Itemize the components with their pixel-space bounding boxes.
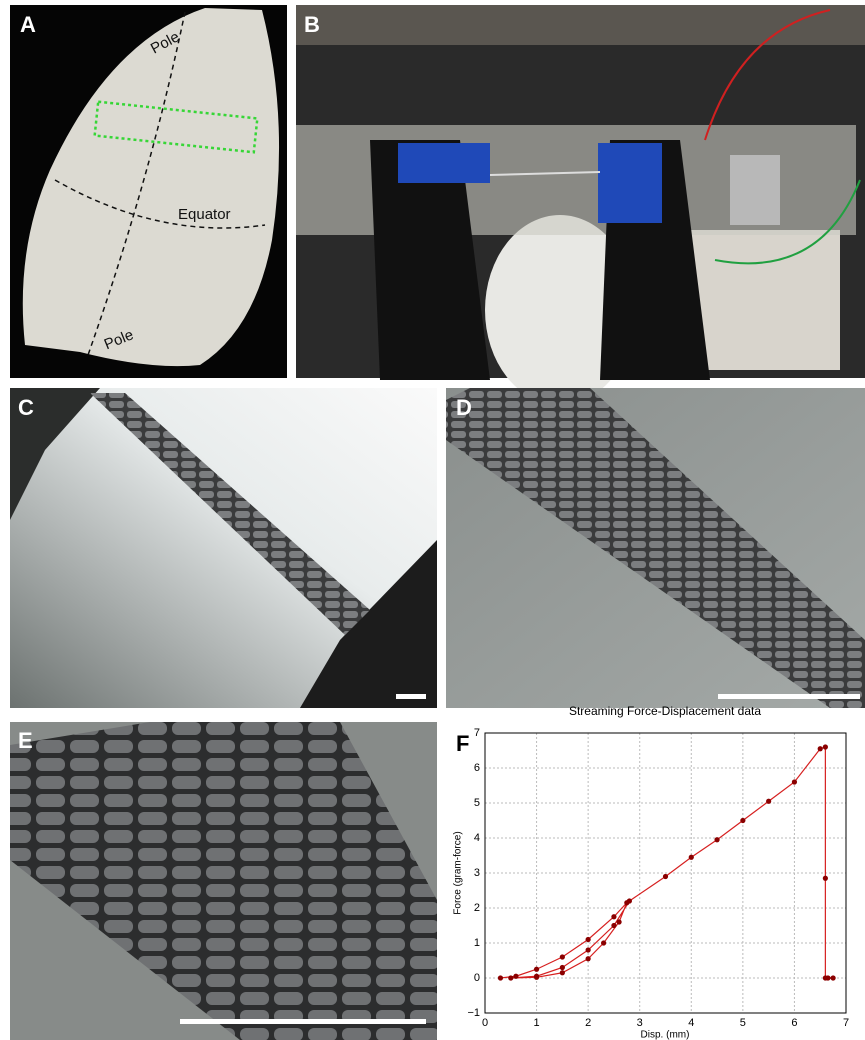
- annotation: Equator: [178, 206, 231, 223]
- y-axis-label: Force (gram-force): [453, 831, 464, 914]
- scale-bar: [396, 694, 426, 699]
- panel-f: F Streaming Force-Displacement data Disp…: [446, 704, 865, 1040]
- data-point: [823, 876, 828, 881]
- data-point: [766, 799, 771, 804]
- x-tick-label: 5: [740, 1017, 746, 1029]
- panel-label: B: [304, 12, 320, 37]
- data-point: [601, 940, 606, 945]
- holder: [598, 143, 662, 223]
- chart-background: [446, 722, 865, 1040]
- data-point: [831, 975, 836, 980]
- data-point: [792, 779, 797, 784]
- page: A Pole Equator Pole B C D: [0, 0, 865, 1040]
- data-point: [586, 947, 591, 952]
- y-tick-label: 0: [474, 972, 480, 984]
- y-tick-label: 6: [474, 762, 480, 774]
- data-point: [508, 975, 513, 980]
- data-point: [663, 874, 668, 879]
- data-point: [513, 974, 518, 979]
- y-tick-label: 5: [474, 797, 480, 809]
- data-point: [689, 855, 694, 860]
- photo-region: [296, 5, 865, 45]
- x-tick-label: 3: [637, 1017, 643, 1029]
- data-point: [627, 898, 632, 903]
- y-tick-label: 1: [474, 937, 480, 949]
- data-point: [818, 746, 823, 751]
- data-point: [560, 954, 565, 959]
- data-point: [586, 937, 591, 942]
- data-point: [534, 967, 539, 972]
- x-tick-label: 1: [534, 1017, 540, 1029]
- data-point: [611, 923, 616, 928]
- panel-d: D: [446, 388, 865, 708]
- data-point: [586, 956, 591, 961]
- panel-c: C: [10, 388, 437, 708]
- y-tick-label: −1: [467, 1007, 480, 1019]
- data-point: [560, 965, 565, 970]
- chart-title: Streaming Force-Displacement data: [569, 704, 761, 718]
- data-point: [823, 744, 828, 749]
- data-point: [825, 975, 830, 980]
- figure: A Pole Equator Pole B C D: [0, 0, 865, 1040]
- y-tick-label: 4: [474, 832, 480, 844]
- data-point: [740, 818, 745, 823]
- holder: [398, 143, 490, 183]
- panel-e: E: [10, 722, 437, 1040]
- panel-label: A: [20, 12, 36, 37]
- y-tick-label: 3: [474, 867, 480, 879]
- y-tick-label: 7: [474, 727, 480, 739]
- scale-bar: [718, 694, 860, 699]
- data-point: [534, 974, 539, 979]
- x-tick-label: 4: [688, 1017, 694, 1029]
- panel-b: B: [296, 5, 865, 405]
- x-tick-label: 6: [791, 1017, 797, 1029]
- panel-label: C: [18, 395, 34, 420]
- x-axis-label: Disp. (mm): [641, 1030, 690, 1040]
- y-tick-label: 2: [474, 902, 480, 914]
- panel-label: D: [456, 395, 472, 420]
- panel-label: F: [456, 731, 469, 756]
- data-point: [498, 975, 503, 980]
- data-point: [616, 919, 621, 924]
- x-tick-label: 7: [843, 1017, 849, 1029]
- data-point: [560, 970, 565, 975]
- panel-label: E: [18, 728, 33, 753]
- data-point: [611, 914, 616, 919]
- data-point: [714, 837, 719, 842]
- x-tick-label: 0: [482, 1017, 488, 1029]
- scale-bar: [180, 1019, 426, 1024]
- panel-a: A Pole Equator Pole: [10, 5, 287, 378]
- x-tick-label: 2: [585, 1017, 591, 1029]
- sensor: [730, 155, 780, 225]
